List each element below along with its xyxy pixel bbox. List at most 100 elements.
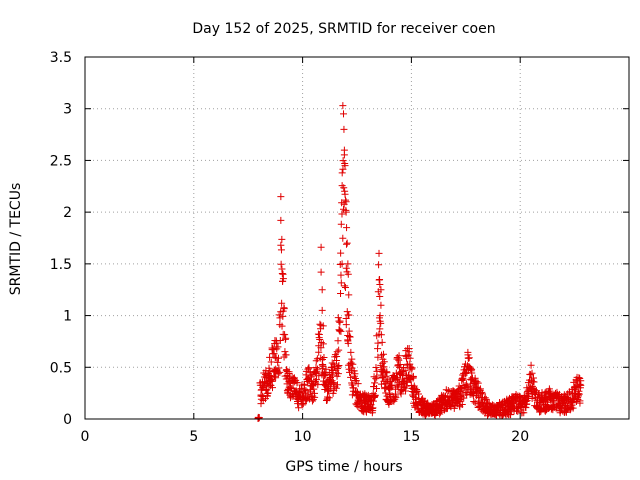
data-point xyxy=(330,380,338,388)
data-point xyxy=(340,125,348,133)
data-point xyxy=(337,271,345,279)
x-tick-label: 20 xyxy=(511,429,529,445)
data-point xyxy=(457,384,465,392)
data-point xyxy=(524,393,532,401)
data-point xyxy=(270,350,278,358)
data-point xyxy=(392,393,400,401)
data-point xyxy=(299,401,307,409)
data-point xyxy=(320,353,328,361)
data-point xyxy=(404,351,412,359)
chart-title: Day 152 of 2025, SRMTID for receiver coe… xyxy=(192,21,495,37)
data-point xyxy=(468,390,476,398)
data-point xyxy=(264,389,272,397)
data-point xyxy=(459,376,467,384)
data-point xyxy=(335,346,343,354)
data-point xyxy=(295,404,303,412)
data-point xyxy=(334,363,342,371)
data-point xyxy=(325,394,333,402)
data-point xyxy=(374,353,382,361)
x-axis-label: GPS time / hours xyxy=(285,459,402,475)
data-point xyxy=(319,322,327,330)
data-point xyxy=(378,374,386,382)
data-point xyxy=(347,373,355,381)
data-point xyxy=(274,358,282,366)
data-point xyxy=(343,239,351,247)
data-point xyxy=(268,377,276,385)
data-point xyxy=(300,385,308,393)
data-point xyxy=(395,352,403,360)
data-point xyxy=(341,284,349,292)
data-point xyxy=(332,384,340,392)
data-point xyxy=(382,379,390,387)
data-point xyxy=(306,371,314,379)
data-point xyxy=(340,110,348,118)
data-point xyxy=(530,378,538,386)
data-point xyxy=(314,381,322,389)
data-point xyxy=(339,157,347,165)
data-point xyxy=(541,407,549,415)
data-point xyxy=(372,375,380,383)
data-point xyxy=(333,353,341,361)
data-point xyxy=(278,265,286,273)
data-point xyxy=(341,190,349,198)
data-point xyxy=(337,279,345,287)
data-point xyxy=(401,367,409,375)
data-point xyxy=(380,358,388,366)
data-point xyxy=(348,355,356,363)
data-point xyxy=(334,337,342,345)
data-point xyxy=(334,370,342,378)
data-point xyxy=(377,319,385,327)
data-point xyxy=(342,321,350,329)
data-point xyxy=(529,374,537,382)
data-point xyxy=(342,240,350,248)
data-point xyxy=(371,391,379,399)
data-point xyxy=(342,198,350,206)
data-point xyxy=(327,370,335,378)
data-point xyxy=(271,372,279,380)
data-point xyxy=(271,353,279,361)
data-point xyxy=(278,322,286,330)
data-point xyxy=(302,386,310,394)
data-point xyxy=(339,165,347,173)
data-point xyxy=(345,332,353,340)
data-point xyxy=(374,339,382,347)
data-point xyxy=(265,364,273,372)
data-point xyxy=(520,409,528,417)
data-point xyxy=(458,400,466,408)
data-point xyxy=(333,381,341,389)
data-point xyxy=(310,385,318,393)
data-point xyxy=(347,348,355,356)
data-point xyxy=(340,146,348,154)
x-tick-label: 0 xyxy=(81,429,90,445)
data-point xyxy=(460,394,468,402)
data-point xyxy=(337,290,345,298)
data-point xyxy=(337,220,345,228)
data-point xyxy=(340,184,348,192)
data-point xyxy=(481,394,489,402)
data-point xyxy=(375,261,383,269)
data-point xyxy=(342,196,350,204)
data-point xyxy=(473,378,481,386)
data-point xyxy=(317,354,325,362)
data-point xyxy=(305,365,313,373)
data-point xyxy=(345,291,353,299)
data-point xyxy=(408,364,416,372)
y-tick-label: 2.5 xyxy=(50,153,72,169)
data-point xyxy=(276,314,284,322)
data-point xyxy=(344,260,352,268)
data-point xyxy=(375,249,383,257)
data-point xyxy=(349,360,357,368)
data-point xyxy=(277,241,285,249)
data-point xyxy=(482,395,490,403)
data-point xyxy=(287,383,295,391)
data-point xyxy=(473,388,481,396)
data-point xyxy=(317,243,325,251)
data-point xyxy=(337,249,345,257)
data-point xyxy=(268,376,276,384)
data-point xyxy=(344,339,352,347)
data-point xyxy=(316,335,324,343)
data-point xyxy=(311,389,319,397)
data-point xyxy=(322,365,330,373)
data-point xyxy=(304,376,312,384)
data-point xyxy=(369,404,377,412)
